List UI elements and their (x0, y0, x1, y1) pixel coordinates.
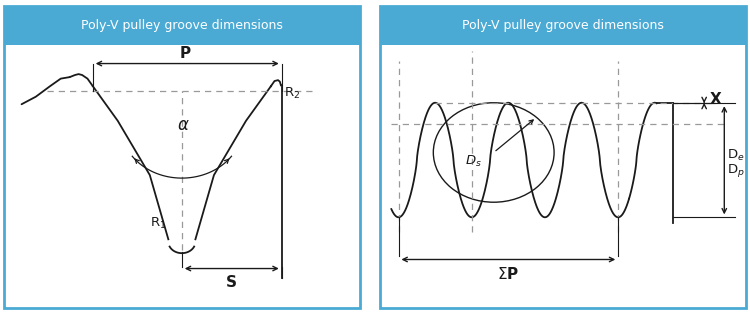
Bar (4, 6, 360, 46)
Text: D$_e$: D$_e$ (728, 148, 745, 163)
Text: $\alpha$: $\alpha$ (177, 116, 190, 134)
Text: D$_p$: D$_p$ (728, 162, 745, 179)
Text: Poly-V pulley groove dimensions: Poly-V pulley groove dimensions (81, 19, 283, 32)
Text: R$_2$: R$_2$ (284, 86, 301, 101)
Text: $\Sigma$P: $\Sigma$P (497, 266, 520, 282)
Text: Poly-V pulley groove dimensions: Poly-V pulley groove dimensions (462, 19, 664, 32)
Text: X: X (710, 93, 722, 107)
Text: S: S (226, 274, 237, 290)
Bar (380, 6, 746, 46)
Text: R$_1$: R$_1$ (149, 216, 166, 231)
Text: P: P (180, 46, 191, 61)
Text: D$_s$: D$_s$ (465, 154, 482, 169)
